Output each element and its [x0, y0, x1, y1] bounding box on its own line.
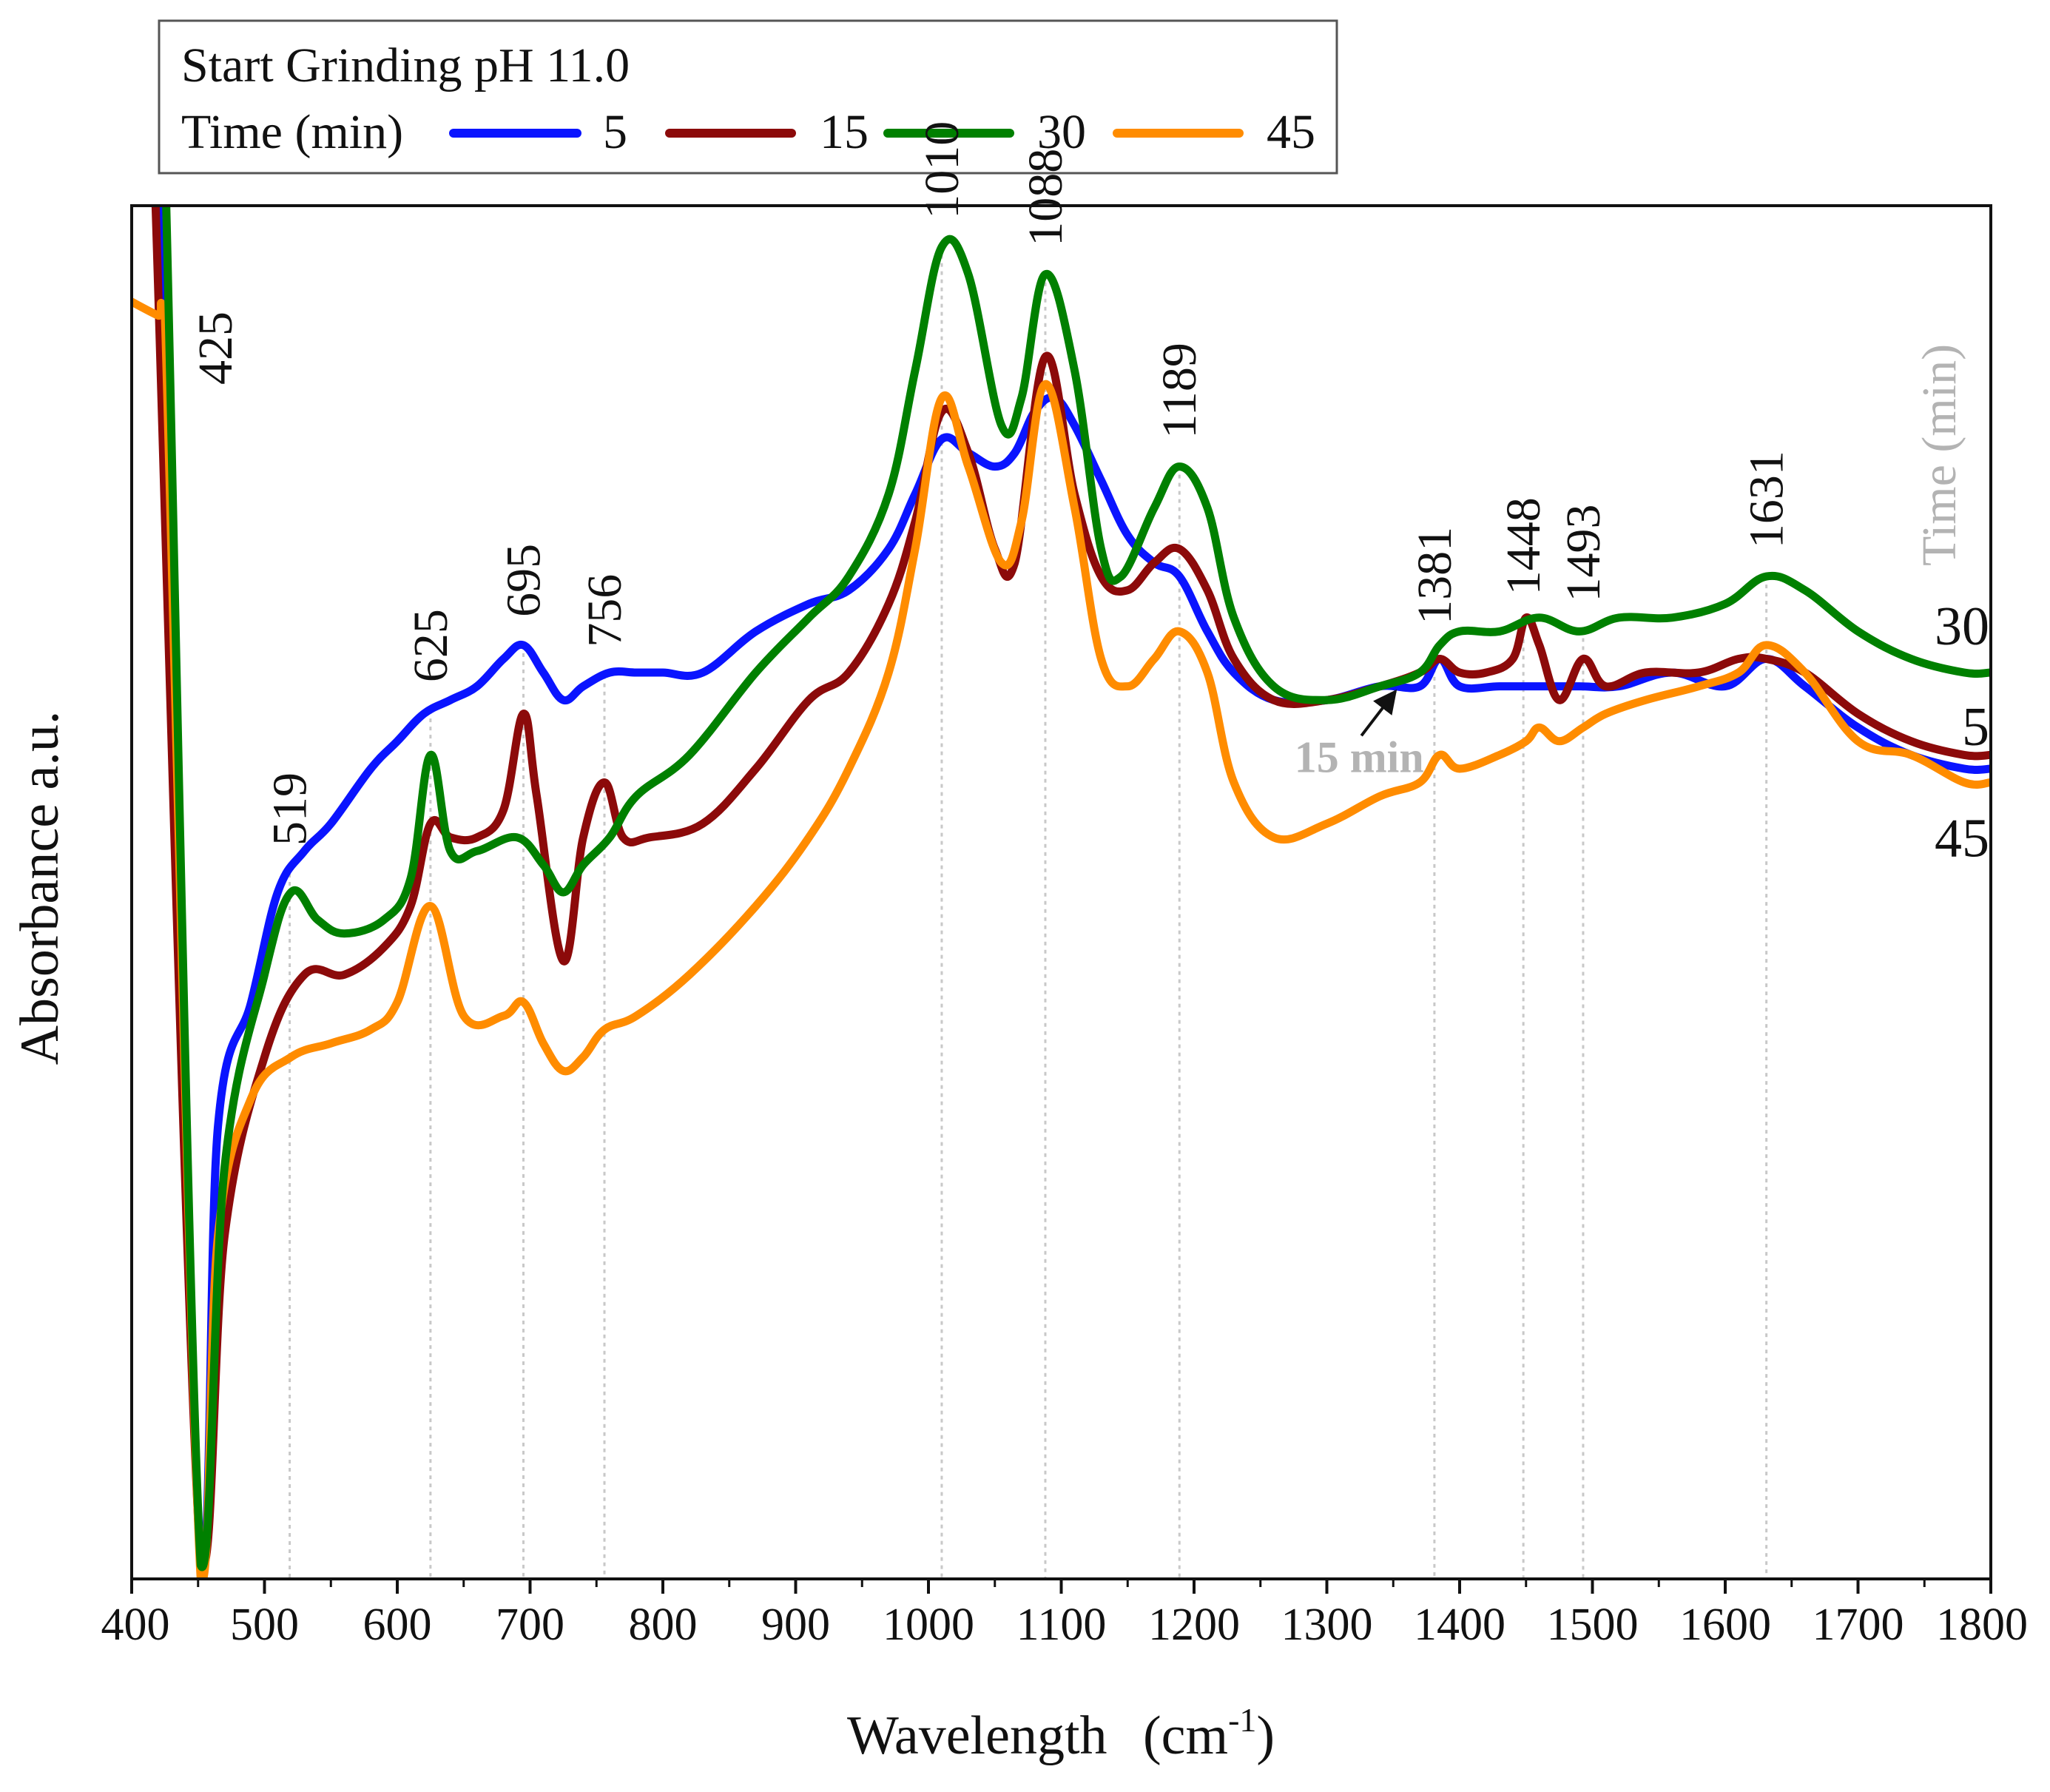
x-tick-label-400: 400: [101, 1600, 170, 1650]
x-tick-label-1300: 1300: [1281, 1600, 1373, 1650]
peak-labels: 425 519 625 695 756 1010 1088 1189 1381 1448 1493 1…: [189, 121, 1794, 846]
side-time-label: Time (min): [1912, 344, 1966, 566]
peak-label-695: 695: [497, 544, 551, 617]
x-tick-label-600: 600: [363, 1600, 432, 1650]
end-label-5: 5: [1962, 697, 1989, 758]
series-line-30-min: [162, 206, 1991, 1572]
peak-label-625: 625: [404, 609, 458, 682]
peak-label-1010: 1010: [915, 121, 969, 219]
legend-label-45: 45: [1267, 105, 1315, 159]
annotation-text: 15 min: [1295, 732, 1424, 781]
legend-title: Start Grinding pH 11.0: [181, 38, 630, 92]
peak-label-425: 425: [189, 311, 243, 385]
peak-label-1493: 1493: [1557, 505, 1611, 602]
annotation-arrow: [1360, 689, 1397, 737]
x-axis-title: Wavelength (cm-1): [847, 1701, 1275, 1766]
annotation-15-min: 15 min: [1295, 689, 1424, 781]
legend-label-15: 15: [820, 105, 869, 159]
x-tick-label-1200: 1200: [1148, 1600, 1240, 1650]
x-axis-label: Wavelength: [847, 1705, 1107, 1766]
legend-label-30: 30: [1037, 105, 1086, 159]
x-tick-label-1500: 1500: [1547, 1600, 1639, 1650]
legend: Start Grinding pH 11.0 Time (min) 5 15 30 4…: [158, 19, 1338, 175]
peak-label-1448: 1448: [1497, 497, 1551, 595]
x-axis-unit-exponent: -1: [1228, 1701, 1256, 1739]
x-axis-unit: (cm: [1143, 1705, 1228, 1766]
peak-label-1189: 1189: [1153, 343, 1207, 439]
peak-label-1631: 1631: [1740, 451, 1794, 548]
legend-time-label: Time (min): [181, 105, 403, 159]
x-tick-label-700: 700: [496, 1600, 564, 1650]
series-line-45-min: [132, 297, 1991, 1579]
peak-label-756: 756: [578, 574, 632, 647]
x-axis-unit-close: ): [1256, 1705, 1275, 1766]
x-tick-label-900: 900: [761, 1600, 830, 1650]
x-tick-label-500: 500: [230, 1600, 299, 1650]
series-end-labels: 30 5 45: [1935, 596, 1989, 869]
series-line-5-min: [154, 206, 1991, 1572]
x-tick-label-1000: 1000: [883, 1600, 974, 1650]
end-label-30: 30: [1935, 596, 1989, 657]
legend-label-5: 5: [603, 105, 627, 159]
x-tick-label-1600: 1600: [1679, 1600, 1771, 1650]
x-tick-label-800: 800: [629, 1600, 698, 1650]
end-label-45: 45: [1935, 809, 1989, 869]
peak-label-1088: 1088: [1019, 149, 1073, 246]
x-tick-label-1100: 1100: [1016, 1600, 1107, 1650]
peak-guide-lines: [289, 246, 1768, 1579]
peak-label-1381: 1381: [1408, 527, 1462, 624]
x-axis-ticks: 400 500 600 700 800 900 1000 1100 1200 1300 1400 15…: [101, 1579, 2028, 1650]
legend-entries: 5 15 30 45: [449, 105, 1315, 159]
x-tick-label-1400: 1400: [1414, 1600, 1506, 1650]
series-layer: [132, 206, 1991, 1579]
y-axis-title: Absorbance a.u.: [10, 711, 70, 1065]
legend-frame: [158, 19, 1338, 175]
peak-label-519: 519: [263, 772, 317, 846]
x-tick-label-1800: 1800: [1936, 1600, 2028, 1650]
x-tick-label-1700: 1700: [1813, 1600, 1904, 1650]
